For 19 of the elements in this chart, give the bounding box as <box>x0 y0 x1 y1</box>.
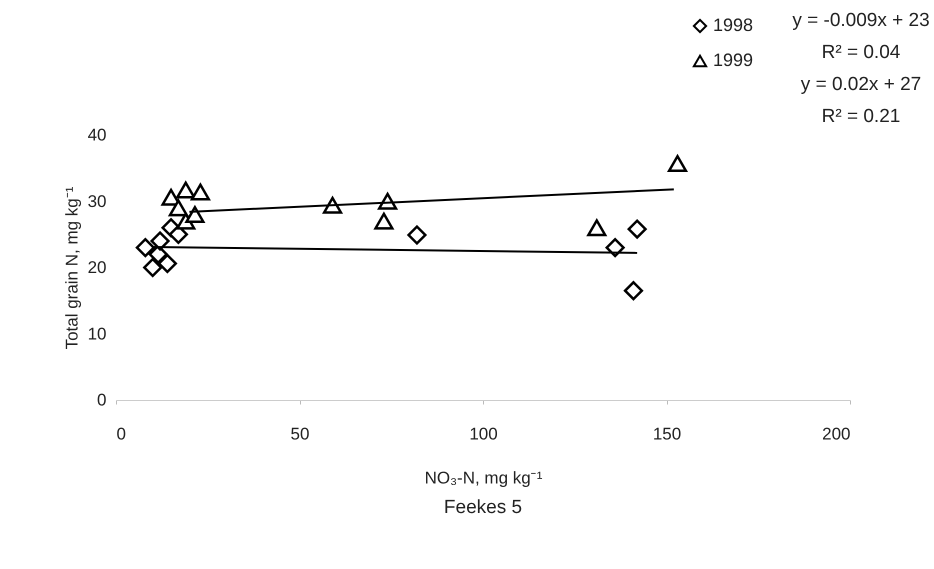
text: R² = 0.04 <box>822 42 901 63</box>
x-tick-label: 150 <box>652 424 682 444</box>
legend-label: 1999 <box>713 50 754 70</box>
y-tick-label: 0 <box>97 390 106 410</box>
text: R² = 0.21 <box>822 106 900 127</box>
text: y = 0.02x + 27 <box>800 74 922 95</box>
y-tick-label: 40 <box>88 126 106 144</box>
x-tick-label: 100 <box>469 424 498 444</box>
legend-label: 1998 <box>713 15 754 35</box>
text: y = -0.009x + 23 <box>792 10 930 31</box>
y-tick-label: 20 <box>88 258 106 277</box>
text: Feekes 5 <box>444 497 522 518</box>
x-tick-label: 200 <box>822 424 850 444</box>
x-axis-title: NO₃-N, mg kg⁻¹ <box>424 468 543 488</box>
y-axis-title: Total grain N, mg kg⁻¹ <box>62 186 82 350</box>
y-tick-label: 10 <box>88 324 106 344</box>
x-tick-label: 50 <box>290 424 310 444</box>
x-tick-label: 0 <box>116 424 126 444</box>
y-tick-label: 30 <box>88 192 106 211</box>
